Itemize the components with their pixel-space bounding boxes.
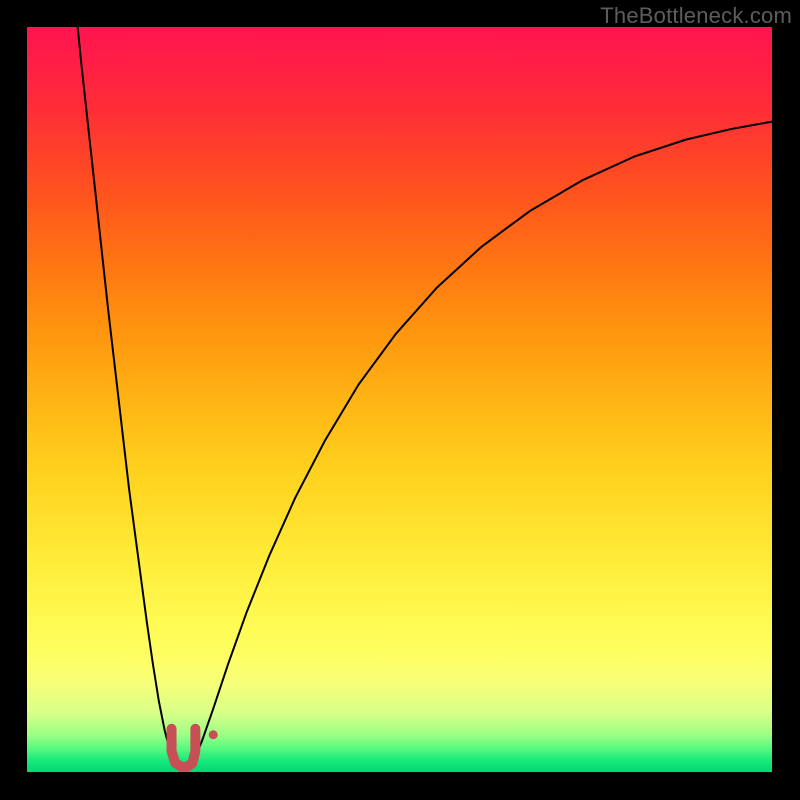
left-v-branch [78, 27, 184, 770]
right-v-branch [183, 122, 772, 771]
watermark-text: TheBottleneck.com [600, 3, 792, 29]
bottom-dot-marker [209, 730, 218, 739]
plot-area [27, 27, 772, 772]
bottom-u-marker [172, 729, 196, 767]
curve-overlay [27, 27, 772, 772]
figure-container: TheBottleneck.com [0, 0, 800, 800]
